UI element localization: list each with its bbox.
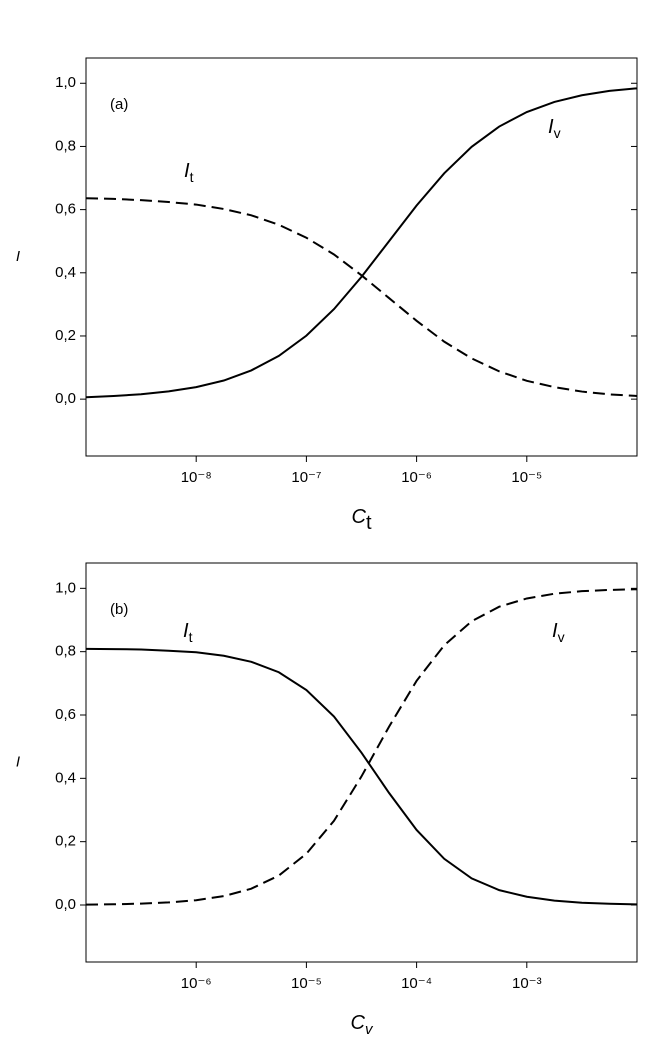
series-line [85, 647, 638, 906]
curve-label-main: I [552, 620, 558, 642]
y-tick-label: 0,8 [55, 137, 76, 154]
y-tick-label: 0,6 [55, 201, 76, 218]
y-tick-label: 0,2 [55, 327, 76, 344]
y-tick-label: 1,0 [55, 74, 76, 91]
curve-label: It [184, 160, 194, 184]
curve-label-sub: t [190, 169, 194, 185]
panel-label: (a) [110, 96, 128, 113]
x-tick-label: 10⁻⁵ [291, 975, 322, 992]
y-tick-label: 0,4 [55, 769, 76, 786]
x-tick-label: 10⁻⁶ [181, 975, 212, 992]
x-axis-label-sub: t [366, 512, 372, 534]
curve-label-main: I [184, 160, 190, 182]
y-tick-label: 1,0 [55, 579, 76, 596]
x-tick-label: 10⁻⁶ [401, 469, 432, 486]
x-axis-label: Ct [351, 506, 371, 534]
curve-label-main: I [548, 116, 554, 138]
series-line [85, 197, 638, 397]
curve-label: It [183, 620, 193, 644]
plot-frame [85, 57, 638, 457]
x-tick-label: 10⁻³ [512, 975, 542, 992]
x-axis-label: Cv [351, 1012, 374, 1038]
curve-label-sub: v [558, 629, 565, 645]
x-tick-label: 10⁻⁷ [291, 469, 321, 486]
x-axis-label-main: C [351, 506, 366, 528]
y-tick-label: 0,0 [55, 896, 76, 913]
y-axis-label: I [16, 753, 20, 770]
curve-label-main: I [183, 620, 189, 642]
curve-label-sub: t [189, 629, 193, 645]
x-axis-label-sub: v [365, 1021, 374, 1038]
y-tick-label: 0,6 [55, 706, 76, 723]
x-tick-label: 10⁻⁸ [181, 469, 212, 486]
curve-label-sub: v [554, 125, 561, 141]
panel-label: (b) [110, 601, 128, 618]
y-tick-label: 0,2 [55, 833, 76, 850]
plot-frame [85, 562, 638, 963]
x-tick-label: 10⁻⁴ [401, 975, 432, 992]
series-line [85, 588, 638, 906]
y-tick-label: 0,8 [55, 643, 76, 660]
curve-label: Iv [548, 116, 561, 140]
series-line [85, 87, 638, 399]
y-tick-label: 0,0 [55, 390, 76, 407]
y-tick-label: 0,4 [55, 264, 76, 281]
y-axis-label: I [16, 248, 20, 265]
x-axis-label-main: C [351, 1012, 366, 1034]
x-tick-label: 10⁻⁵ [511, 469, 542, 486]
curve-label: Iv [552, 620, 565, 644]
